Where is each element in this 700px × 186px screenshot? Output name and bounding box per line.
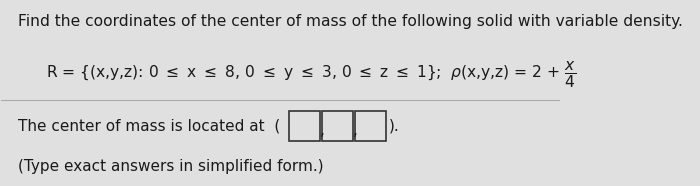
Text: ).: ). [389,118,400,134]
FancyBboxPatch shape [289,111,320,141]
Text: ,: , [354,123,358,138]
Text: (Type exact answers in simplified form.): (Type exact answers in simplified form.) [18,159,324,174]
Text: ,: , [321,123,326,138]
Text: The center of mass is located at  (: The center of mass is located at ( [18,118,281,134]
Text: R = {(x,y,z): 0 $\leq$ x $\leq$ 8, 0 $\leq$ y $\leq$ 3, 0 $\leq$ z $\leq$ 1};  $: R = {(x,y,z): 0 $\leq$ x $\leq$ 8, 0 $\l… [46,60,577,90]
FancyBboxPatch shape [322,111,353,141]
Text: Find the coordinates of the center of mass of the following solid with variable : Find the coordinates of the center of ma… [18,14,683,29]
FancyBboxPatch shape [355,111,386,141]
